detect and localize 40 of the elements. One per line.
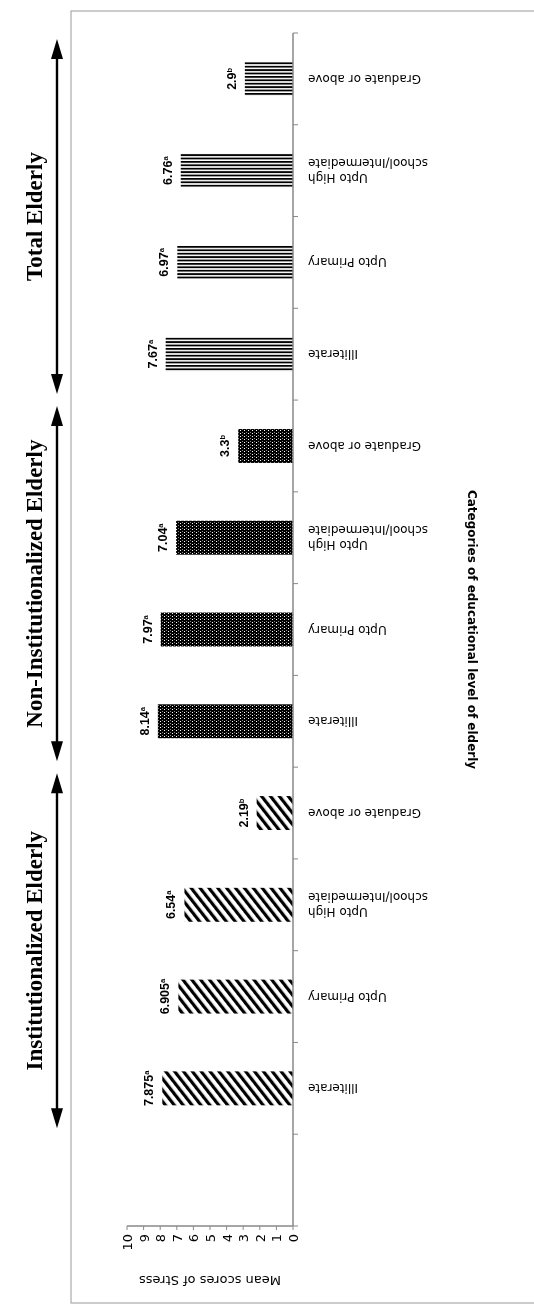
bar bbox=[238, 428, 293, 463]
bar bbox=[180, 153, 293, 188]
x-tick-label: 1 bbox=[269, 1234, 285, 1243]
y-tick-label: Illiterate bbox=[308, 1081, 359, 1096]
bar bbox=[184, 887, 293, 922]
x-tick-label: 8 bbox=[153, 1234, 169, 1243]
text: Institutionalized Elderly bbox=[22, 830, 47, 1071]
x-tick-label: 4 bbox=[219, 1234, 235, 1243]
x-tick-label: 10 bbox=[120, 1234, 135, 1251]
x-tick-label: 3 bbox=[236, 1234, 252, 1243]
y-tick-label: Illiterate bbox=[308, 714, 359, 729]
y-tick-label: Upto High school/Intermediate bbox=[308, 890, 428, 920]
y-tick-label: Upto High school/Intermediate bbox=[308, 156, 428, 186]
x-tick-label: 6 bbox=[186, 1234, 202, 1243]
bar bbox=[157, 704, 293, 739]
bar bbox=[178, 979, 293, 1014]
bar bbox=[176, 520, 293, 555]
bar bbox=[165, 337, 293, 372]
y-tick-label: Upto Primary bbox=[308, 622, 387, 637]
x-tick-label: 2 bbox=[252, 1234, 268, 1243]
y-tick-label: Graduate or above bbox=[308, 71, 421, 86]
y-tick-label: Upto High school/Intermediate bbox=[308, 523, 428, 553]
text: Non-Institutionalized Elderly bbox=[22, 439, 47, 728]
text: Total Elderly bbox=[22, 151, 47, 281]
x-tick-label: 9 bbox=[136, 1234, 152, 1243]
y-tick-label: Graduate or above bbox=[308, 806, 421, 821]
bar bbox=[256, 796, 293, 831]
y-tick-label: Graduate or above bbox=[308, 438, 421, 453]
x-tick-label: 7 bbox=[169, 1234, 185, 1243]
bar bbox=[160, 612, 293, 647]
y-tick-label: Upto Primary bbox=[308, 255, 387, 270]
bar bbox=[244, 61, 293, 96]
y-tick-label: Illiterate bbox=[308, 347, 359, 362]
x-tick-label: 0 bbox=[286, 1234, 301, 1243]
y-tick-label: Upto Primary bbox=[308, 989, 387, 1004]
bar bbox=[177, 245, 293, 280]
y-axis-title: Categories of educational level of elderly bbox=[465, 489, 479, 770]
x-axis-title: Mean scores of Stress bbox=[138, 1273, 282, 1288]
x-tick-label: 5 bbox=[203, 1234, 218, 1243]
bar bbox=[162, 1071, 293, 1106]
